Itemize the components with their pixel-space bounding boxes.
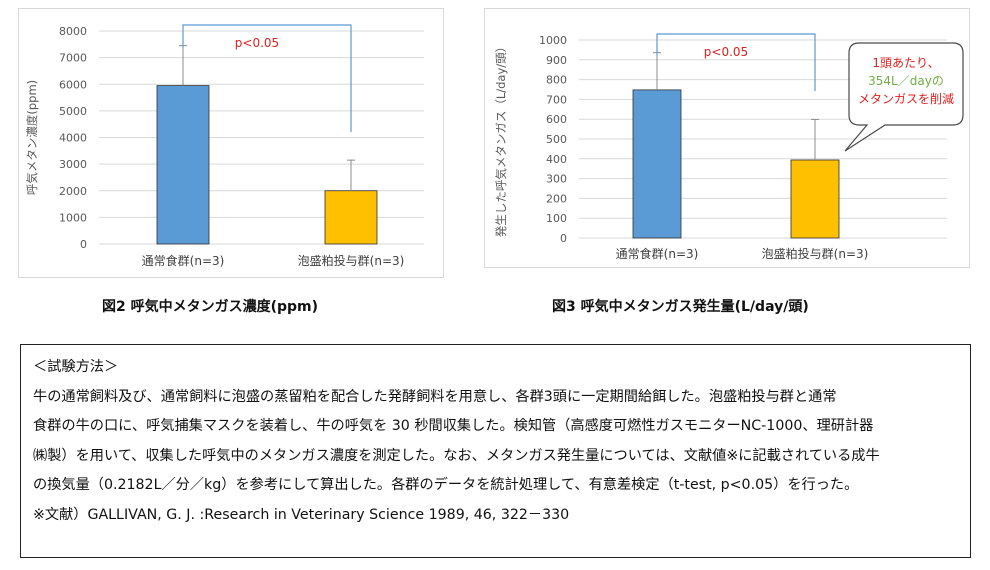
methane-concentration-chart: 0 1000 2000 3000 4000 5000 6000 7000 8000 呼気メタン濃度…	[25, 24, 424, 268]
y-axis-label: 発生した呼気メタンガス（L/day/頭）	[494, 41, 508, 237]
y-tick-label: 200	[546, 192, 567, 205]
methods-line-3: ㈱製）を用いて、収集した呼気中のメタンガス濃度を測定した。なお、メタンガス発生量…	[33, 447, 880, 464]
y-tick-label: 800	[546, 74, 567, 87]
bar	[156, 85, 210, 245]
significance-bracket	[182, 24, 352, 132]
callout-line-2: 354L／dayの	[868, 74, 944, 88]
y-tick-label: 2000	[59, 185, 87, 198]
y-tick-label: 4000	[59, 132, 87, 145]
y-tick-label: 3000	[59, 158, 87, 171]
y-tick-label: 1000	[539, 34, 567, 47]
y-tick-label: 0	[560, 232, 567, 245]
y-tick-label: 500	[546, 133, 567, 146]
y-tick-label: 900	[546, 54, 567, 67]
y-tick-label: 8000	[59, 25, 87, 38]
callout-line-3: メタンガスを削減	[858, 91, 954, 106]
figure3-panel: 0 100 200 300 400 500 600 700 800 900 1000 発生した呼気メタ…	[484, 8, 970, 268]
y-tick-label: 0	[80, 238, 87, 251]
methane-generation-chart: 0 100 200 300 400 500 600 700 800 900 1000 発生した呼気メタ…	[494, 33, 964, 261]
bar	[632, 89, 682, 239]
bar	[324, 190, 378, 245]
y-tick-label: 400	[546, 153, 567, 166]
methods-line-1: 牛の通常飼料及び、通常飼料に泡盛の蒸留粕を配合した発酵飼料を用意し、各群3頭に一…	[33, 388, 837, 405]
y-tick-label: 7000	[59, 52, 87, 65]
y-tick-label: 5000	[59, 105, 87, 118]
methods-reference: ※文献）GALLIVAN, G. J. :Research in Veterin…	[33, 506, 570, 523]
y-tick-label: 700	[546, 93, 567, 106]
y-tick-label: 1000	[59, 211, 87, 224]
category-label: 泡盛粕投与群(n=3)	[298, 253, 405, 268]
bar	[790, 159, 840, 239]
y-axis-label: 呼気メタン濃度(ppm)	[25, 80, 39, 195]
figure2-caption: 図2 呼気中メタンガス濃度(ppm)	[102, 299, 319, 315]
significance-label: p<0.05	[235, 36, 279, 50]
callout-line-1: 1頭あたり、	[872, 56, 939, 70]
methods-line-4: の換気量（0.2182L／分／kg）を参考にして算出した。各群のデータを統計処理…	[33, 477, 859, 493]
category-label: 通常食群(n=3)	[142, 253, 225, 268]
callout-bubble	[844, 42, 964, 152]
methods-line-2: 食群の牛の口に、呼気捕集マスクを装着し、牛の呼気を 30 秒間収集した。検知管（…	[33, 418, 874, 434]
category-label: 泡盛粕投与群(n=3)	[762, 246, 869, 261]
y-tick-label: 300	[546, 173, 567, 186]
figure3-caption: 図3 呼気中メタンガス発生量(L/day/頭)	[552, 299, 809, 315]
y-tick-label: 100	[546, 212, 567, 225]
significance-label: p<0.05	[704, 45, 748, 59]
figure2-panel: 0 1000 2000 3000 4000 5000 6000 7000 8000 呼気メタン濃度…	[18, 8, 444, 278]
y-tick-label: 600	[546, 113, 567, 126]
y-tick-label: 6000	[59, 78, 87, 91]
category-label: 通常食群(n=3)	[616, 246, 699, 261]
significance-bracket	[656, 33, 816, 91]
methods-heading: ＜試験方法＞	[33, 359, 119, 375]
methods-box: ＜試験方法＞ 牛の通常飼料及び、通常飼料に泡盛の蒸留粕を配合した発酵飼料を用意し…	[20, 344, 971, 558]
